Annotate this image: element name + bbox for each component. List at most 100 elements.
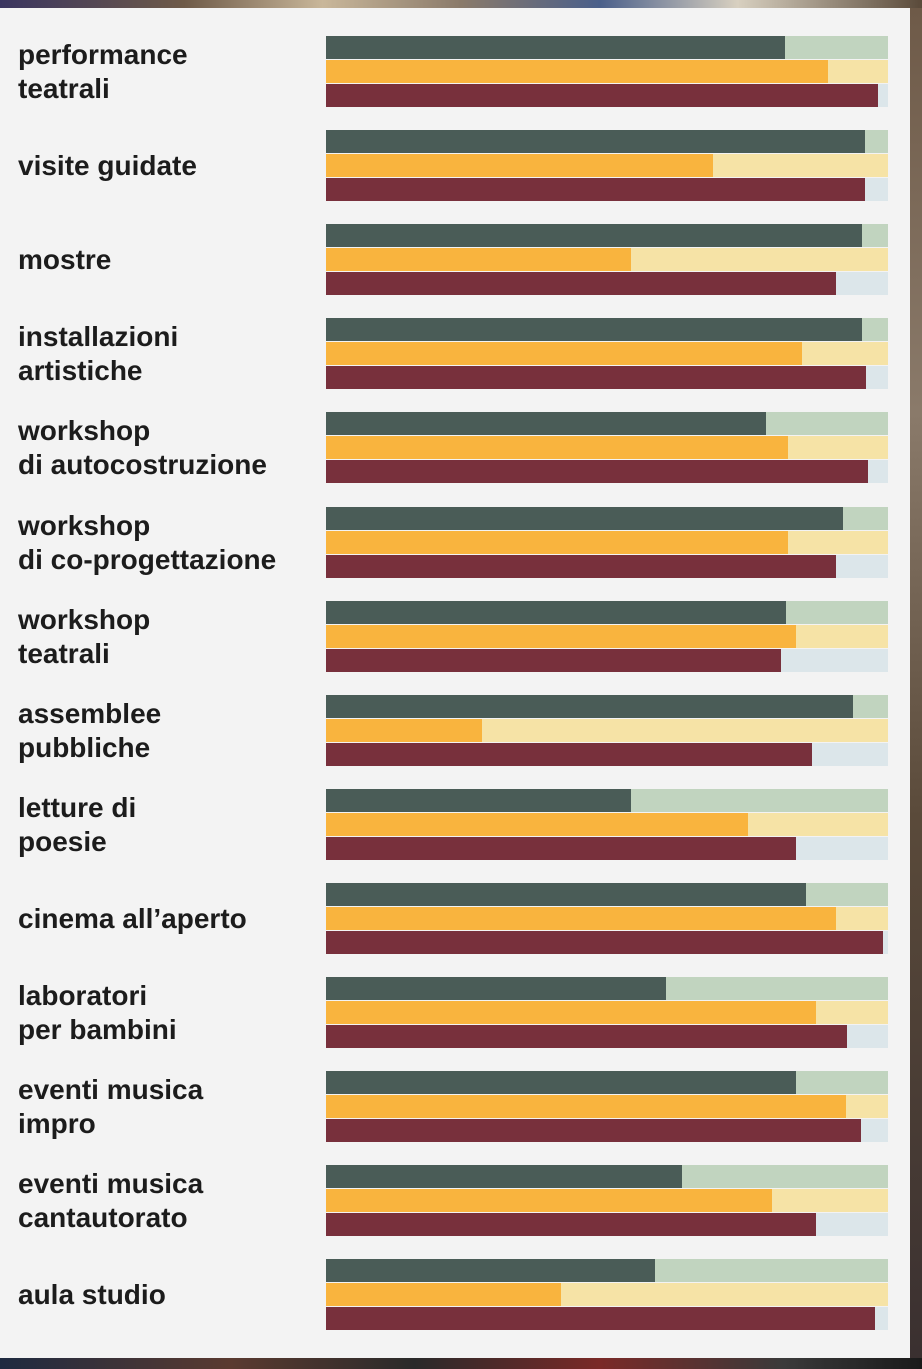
bar	[326, 1025, 847, 1048]
bar	[326, 882, 806, 906]
bar-track	[326, 84, 888, 107]
bar-track	[326, 1025, 888, 1048]
bar-track	[326, 1259, 888, 1283]
bar	[326, 812, 749, 836]
bar-track	[326, 1001, 888, 1024]
bar-track	[326, 224, 888, 248]
bar-track	[326, 600, 888, 624]
bar-track	[326, 130, 888, 154]
bar	[326, 436, 788, 460]
bar-track	[326, 788, 888, 812]
bar	[326, 742, 813, 766]
bar-track	[326, 718, 888, 742]
bar-track	[326, 460, 888, 484]
bar-track	[326, 436, 888, 460]
bar-track	[326, 36, 888, 59]
bar-track	[326, 506, 888, 530]
bar-track	[326, 1189, 888, 1213]
bar-track	[326, 366, 888, 390]
bar-track	[326, 318, 888, 342]
bar	[326, 718, 483, 742]
category-label: workshop teatrali	[18, 603, 151, 669]
bar	[326, 624, 796, 648]
bar-track	[326, 154, 888, 178]
bar	[326, 1189, 773, 1213]
bar	[326, 930, 883, 954]
bar	[326, 1283, 561, 1307]
bar-track	[326, 882, 888, 906]
category-label: installazioni artistiche	[18, 321, 179, 387]
bar	[326, 130, 865, 154]
bar-track	[326, 272, 888, 296]
background-photo-bottom	[0, 1358, 922, 1369]
bar	[326, 1213, 817, 1237]
bar	[326, 554, 836, 578]
bar	[326, 1001, 817, 1024]
bar	[326, 272, 836, 296]
category-label: workshop di co-progettazione	[18, 509, 277, 575]
category-label: cinema all’aperto	[18, 902, 247, 934]
bar	[326, 460, 868, 484]
bar-track	[326, 554, 888, 578]
bar-track	[326, 906, 888, 930]
chart-panel: performance teatrali visite guidate mostre…	[0, 8, 910, 1358]
bar	[326, 977, 666, 1000]
bar-track	[326, 530, 888, 554]
bar-track	[326, 178, 888, 202]
bar	[326, 906, 836, 930]
bar	[326, 1165, 682, 1189]
bar-track	[326, 930, 888, 954]
bar	[326, 1071, 796, 1095]
bar-track	[326, 1071, 888, 1095]
bar	[326, 84, 878, 107]
bar-track	[326, 1213, 888, 1237]
bar-track	[326, 812, 888, 836]
bar	[326, 694, 854, 718]
bar	[326, 1119, 862, 1143]
category-label: visite guidate	[18, 150, 197, 182]
bar-track	[326, 1307, 888, 1331]
category-label: aula studio	[18, 1279, 166, 1311]
category-label: mostre	[18, 244, 112, 276]
bar	[326, 318, 863, 342]
bar	[326, 1307, 876, 1331]
category-label: letture di poesie	[18, 791, 137, 857]
bar-track	[326, 742, 888, 766]
background-photo-top	[0, 0, 922, 8]
bar	[326, 60, 828, 83]
background-photo-right	[910, 8, 922, 1358]
bar-track	[326, 1283, 888, 1307]
bar-track	[326, 1095, 888, 1119]
bar	[326, 1259, 655, 1283]
bar	[326, 788, 631, 812]
bar-track	[326, 694, 888, 718]
bar-track	[326, 342, 888, 366]
bar	[326, 178, 865, 202]
category-label: performance teatrali	[18, 39, 188, 104]
bar-track	[326, 1119, 888, 1143]
bar	[326, 248, 632, 272]
bar-track	[326, 1165, 888, 1189]
bar	[326, 600, 787, 624]
bar	[326, 506, 844, 530]
bar	[326, 836, 796, 860]
bar-track	[326, 248, 888, 272]
bar	[326, 412, 767, 436]
bar	[326, 530, 788, 554]
category-label: eventi musica cantautorato	[18, 1168, 204, 1234]
bar-track	[326, 412, 888, 436]
bar	[326, 1095, 846, 1119]
bar-track	[326, 836, 888, 860]
bar-track	[326, 624, 888, 648]
category-label: assemblee pubbliche	[18, 697, 162, 763]
bar	[326, 154, 713, 178]
bar-track	[326, 60, 888, 83]
bar	[326, 648, 782, 672]
bar-track	[326, 977, 888, 1000]
category-label: laboratori per bambini	[18, 980, 177, 1045]
bar	[326, 366, 867, 390]
bar	[326, 224, 863, 248]
bar-track	[326, 648, 888, 672]
bar	[326, 36, 785, 59]
category-label: workshop di autocostruzione	[18, 415, 267, 481]
